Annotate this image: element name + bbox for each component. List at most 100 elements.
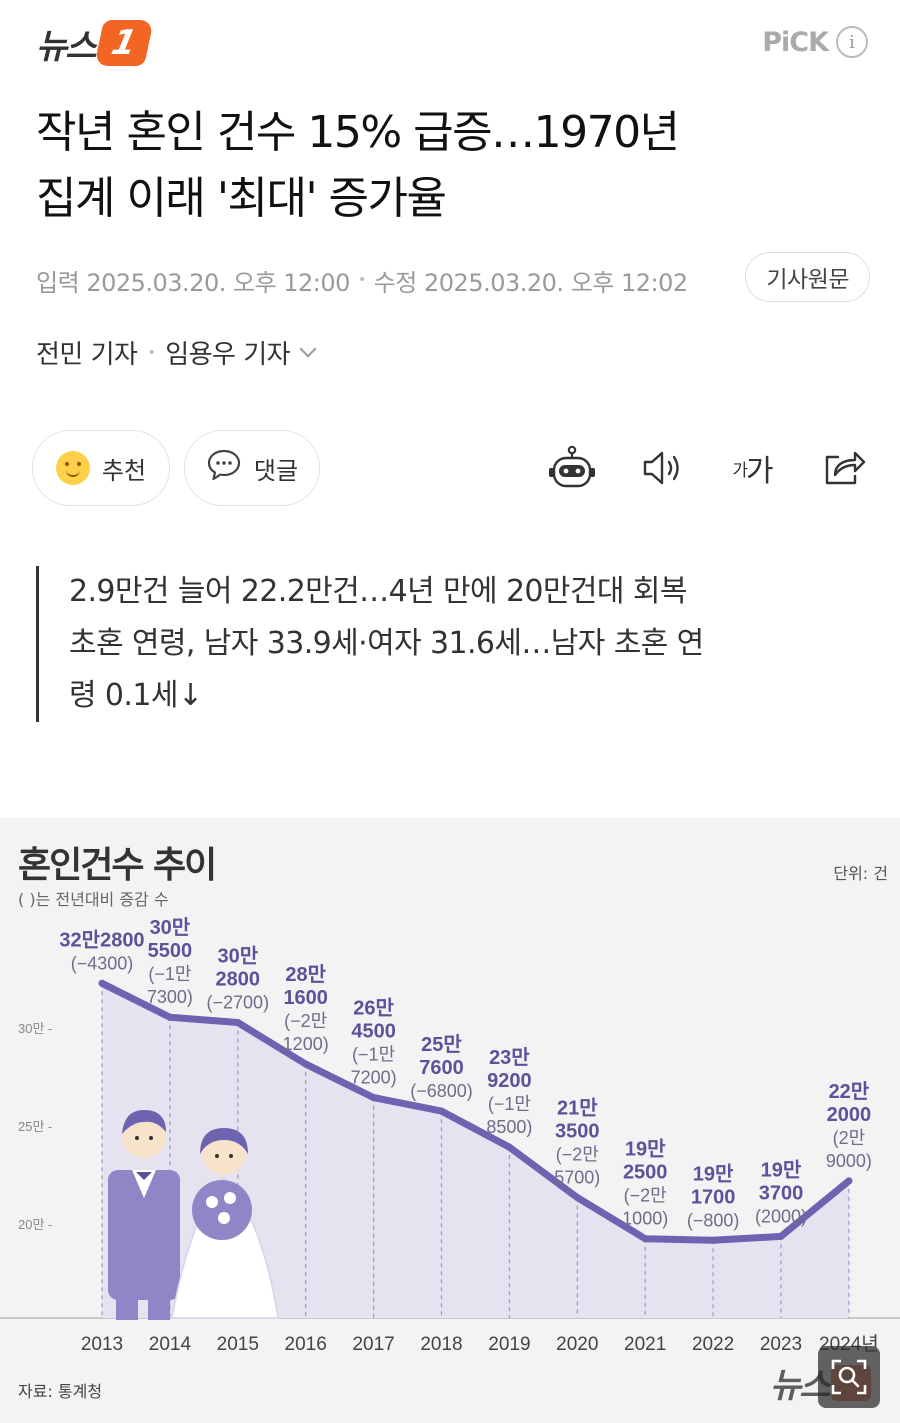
infographic-source: 자료: 통계청 — [18, 1382, 103, 1401]
value-label: 28만 — [285, 963, 326, 986]
change-label: (−1만 — [488, 1094, 531, 1114]
change-label: (−2700) — [207, 993, 270, 1013]
smile-icon — [55, 451, 90, 485]
image-scan-icon[interactable] — [818, 1346, 880, 1408]
groom-shirt — [132, 1170, 156, 1198]
x-tick-label: 2019 — [488, 1334, 530, 1355]
x-tick-label: 2016 — [285, 1334, 327, 1355]
change-label: (2만 — [833, 1128, 866, 1148]
x-tick-label: 2013 — [81, 1334, 123, 1355]
bride-hair — [200, 1128, 248, 1154]
value-label: 2800 — [216, 969, 261, 991]
font-small-glyph: 가 — [732, 460, 748, 481]
bouquet-flower — [224, 1192, 236, 1204]
y-tick-label: 30만 - — [18, 1021, 52, 1036]
separator-dot: • — [357, 272, 366, 288]
robot-icon[interactable] — [546, 442, 598, 494]
comment-label: 댓글 — [253, 456, 299, 485]
value-label: 19만 — [761, 1158, 802, 1181]
groom-bowtie — [136, 1172, 152, 1180]
value-label: 19만 — [693, 1162, 734, 1185]
x-tick-label: 2015 — [217, 1334, 259, 1355]
recommend-button[interactable]: 추천 — [32, 430, 170, 506]
value-label: 23만 — [489, 1046, 530, 1069]
groom-face — [122, 1114, 166, 1158]
chevron-down-icon[interactable] — [299, 340, 317, 357]
reporter-2: 임용우 기자 — [165, 340, 291, 370]
font-large-glyph: 가 — [746, 454, 774, 489]
value-label: 9200 — [487, 1070, 532, 1092]
news1-logo[interactable]: 뉴스 1 — [36, 16, 154, 70]
infographic-unit: 단위: 건 — [833, 864, 888, 883]
article-summary: 2.9만건 늘어 22.2만건…4년 만에 20만건대 회복 초혼 연령, 남자… — [36, 566, 856, 722]
bride-eye — [215, 1154, 219, 1158]
value-label: 25만 — [421, 1033, 462, 1056]
edit-label: 수정 — [373, 268, 418, 297]
original-article-button[interactable]: 기사원문 — [745, 252, 870, 302]
bride-eye — [229, 1154, 233, 1158]
change-label: (−2만 — [624, 1186, 667, 1206]
change-label: (−2만 — [556, 1145, 599, 1165]
change-label: (−800) — [687, 1210, 740, 1230]
value-label: 3500 — [555, 1121, 600, 1143]
groom-leg — [148, 1290, 170, 1320]
value-label: 30만 — [217, 945, 258, 968]
info-icon[interactable]: i — [836, 26, 868, 58]
value-label: 21만 — [557, 1097, 598, 1120]
value-label: 26만 — [353, 997, 394, 1020]
x-tick-label: 2017 — [352, 1334, 394, 1355]
change-label: 5700) — [554, 1168, 600, 1188]
title-line-2: 집계 이래 '최대' 증가율 — [36, 173, 447, 224]
pick-badge[interactable]: PiCK i — [762, 26, 868, 58]
data-point — [438, 1107, 445, 1115]
comment-button[interactable]: 댓글 — [184, 430, 320, 506]
x-tick-label: 2023 — [760, 1334, 802, 1355]
data-point — [370, 1094, 378, 1102]
change-label: 7300) — [147, 987, 193, 1007]
data-point — [573, 1194, 581, 1202]
data-point — [302, 1060, 310, 1068]
value-label: 2000 — [827, 1104, 872, 1126]
y-tick-label: 20만 - — [18, 1217, 52, 1232]
input-label: 입력 — [36, 268, 80, 297]
reporter-byline[interactable]: 전민 기자 • 임용우 기자 — [36, 334, 317, 371]
marriage-trend-infographic[interactable]: 30만 - 25만 - 20만 - 2013 2014 2015 2016 2017 2018 2… — [0, 818, 900, 1423]
value-label: 1700 — [691, 1186, 736, 1208]
logo-badge: 1 — [93, 20, 154, 66]
change-label: 1000) — [622, 1209, 668, 1229]
value-label: 5500 — [148, 940, 193, 962]
change-label: 8500) — [486, 1117, 532, 1137]
speaker-icon[interactable] — [636, 442, 688, 494]
change-label: (−4300) — [71, 953, 134, 973]
article-title: 작년 혼인 건수 15% 급증…1970년 집계 이래 '최대' 증가율 — [36, 100, 866, 232]
x-tick-label: 2020 — [556, 1334, 598, 1355]
chart-area-fill — [102, 983, 849, 1318]
speech-bubble-icon — [206, 448, 242, 488]
value-label: 30만 — [150, 916, 191, 939]
groom-eye — [149, 1136, 153, 1140]
data-point — [505, 1143, 513, 1151]
x-tick-label: 2022 — [692, 1334, 734, 1355]
top-bar: 뉴스 1 PiCK i — [0, 0, 900, 90]
x-tick-label: 2021 — [624, 1334, 666, 1355]
share-icon[interactable] — [818, 442, 870, 494]
reporter-1: 전민 기자 — [36, 340, 138, 370]
summary-line-3: 령 0.1세↓ — [69, 678, 203, 713]
value-label: 1600 — [283, 987, 328, 1009]
summary-line-1: 2.9만건 늘어 22.2만건…4년 만에 20만건대 회복 — [69, 574, 687, 609]
value-label: 22만 — [829, 1080, 870, 1103]
input-time: 2025.03.20. 오후 12:00 — [86, 268, 350, 297]
title-line-1: 작년 혼인 건수 15% 급증…1970년 — [36, 107, 680, 158]
x-tick-label: 2018 — [420, 1334, 462, 1355]
value-label: 32만2800 — [59, 928, 144, 951]
data-point — [234, 1019, 242, 1027]
couple-illustration — [108, 1110, 279, 1320]
value-label: 7600 — [419, 1057, 464, 1079]
change-label: 9000) — [826, 1151, 872, 1171]
change-label: (−2만 — [284, 1011, 327, 1031]
data-point — [641, 1235, 649, 1243]
bouquet-flower — [206, 1196, 218, 1208]
bouquet-flower — [218, 1212, 230, 1224]
